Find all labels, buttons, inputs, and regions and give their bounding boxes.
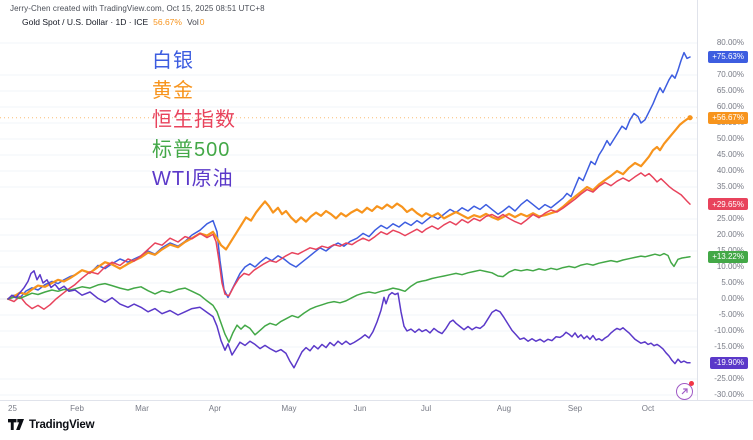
time-scale-label: Jun — [353, 404, 367, 413]
price-scale-label: 60.00% — [716, 102, 744, 111]
symbol-legend-row[interactable]: Gold Spot / U.S. Dollar · 1D · ICE 56.67%… — [22, 17, 205, 27]
time-scale-label: Mar — [135, 404, 149, 413]
time-scale[interactable]: 25 Feb Mar Apr May Jun Jul Aug Sep Oct — [0, 400, 753, 417]
price-scale-label: -15.00% — [714, 342, 744, 351]
time-scale-label: Aug — [496, 404, 512, 413]
price-scale-label: -25.00% — [714, 374, 744, 383]
price-scale-label: 25.00% — [716, 214, 744, 223]
price-scale-label: 40.00% — [716, 166, 744, 175]
price-badge-gold: +56.67% — [708, 111, 748, 124]
price-badge-hsi: +29.65% — [708, 198, 748, 211]
legend-label-sp500[interactable]: 标普500 — [152, 138, 231, 161]
series-line-wti[interactable] — [7, 270, 691, 369]
watermark-text: Jerry-Chen created with TradingView.com,… — [10, 4, 265, 13]
symbol-title: Gold Spot / U.S. Dollar · 1D · ICE — [22, 17, 149, 27]
legend-label-gold[interactable]: 黄金 — [152, 79, 194, 102]
price-badge-silver: +75.63% — [708, 50, 748, 63]
price-scale-label: 80.00% — [716, 38, 744, 47]
volume-value: 0 — [199, 17, 205, 27]
time-scale-label: Apr — [208, 404, 222, 413]
time-scale-label: Feb — [70, 404, 84, 413]
price-scale-label: -10.00% — [714, 326, 744, 335]
price-scale-label: 20.00% — [716, 230, 744, 239]
arrow-up-right-icon — [681, 388, 688, 395]
time-scale-label: Oct — [641, 404, 655, 413]
time-scale-label: Jul — [420, 404, 432, 413]
series-line-sp500[interactable] — [7, 252, 691, 343]
legend-label-hsi[interactable]: 恒生指数 — [152, 109, 236, 131]
series-line-silver[interactable] — [7, 51, 691, 300]
price-scale-label: 10.00% — [716, 262, 744, 271]
price-scale-label: 45.00% — [716, 150, 744, 159]
price-scale-label: 5.00% — [721, 278, 744, 287]
time-scale-label: May — [281, 404, 297, 413]
price-scale-label: 15.00% — [717, 246, 744, 256]
price-scale-label: 50.00% — [716, 134, 744, 143]
price-scale-label: 65.00% — [716, 86, 744, 95]
series-legend: 白银黄金恒生指数标普500 WTI原油 — [152, 47, 236, 195]
tradingview-logo-icon — [8, 419, 24, 430]
notification-dot — [689, 381, 694, 386]
legend-label-silver[interactable]: 白银 — [152, 50, 194, 72]
legend-label-wti[interactable]: WTI原油 — [152, 168, 234, 190]
price-scale[interactable]: 80.00%70.00%65.00%60.00%55.00%50.00%45.0… — [697, 0, 753, 415]
volume-label: Vol — [186, 17, 199, 27]
time-scale-label: 25 — [8, 404, 17, 413]
clock-icon-button[interactable] — [676, 383, 693, 400]
tradingview-logo[interactable]: TradingView — [8, 419, 95, 431]
price-scale-label: -30.00% — [714, 390, 744, 399]
time-scale-label: Sep — [567, 404, 583, 413]
price-scale-label: 35.00% — [716, 182, 744, 191]
price-scale-label: 0.00% — [721, 294, 744, 303]
series-line-gold[interactable] — [6, 116, 692, 301]
price-scale-label: -5.00% — [718, 310, 744, 319]
series-end-marker-gold — [687, 115, 693, 121]
tradingview-logo-text: TradingView — [29, 419, 95, 431]
price-scale-label: 70.00% — [716, 70, 744, 79]
price-badge-sp500: +13.22% — [708, 250, 748, 263]
series-line-hsi[interactable] — [7, 172, 691, 310]
symbol-change-value: 56.67% — [153, 17, 182, 27]
price-badge-wti: -19.90% — [710, 356, 748, 369]
